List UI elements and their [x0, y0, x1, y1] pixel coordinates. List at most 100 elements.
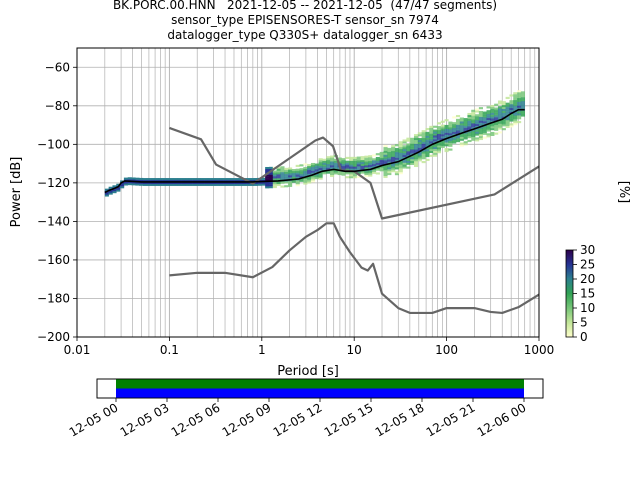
heatmap-cell [192, 181, 197, 185]
heatmap-cell [295, 174, 300, 177]
heatmap-cell [467, 139, 472, 143]
heatmap-cell [383, 146, 388, 150]
heatmap-cell [272, 176, 277, 179]
heatmap-cell [200, 183, 205, 186]
heatmap-cell [406, 145, 411, 148]
heatmap-cell [387, 149, 392, 152]
heatmap-cell [444, 132, 449, 135]
heatmap-cell [127, 177, 132, 180]
heatmap-cell [352, 168, 358, 171]
plot-frame [76, 47, 540, 338]
heatmap-cell [310, 176, 316, 179]
heatmap-cell [177, 181, 182, 185]
heatmap-cell [505, 123, 510, 126]
model-curve-lower [169, 222, 539, 315]
heatmap-cell [448, 123, 453, 126]
heatmap-cell [475, 116, 480, 119]
heatmap-cell [181, 179, 186, 183]
heatmap-cell [150, 179, 155, 183]
heatmap-cell [364, 157, 369, 160]
heatmap-cell [139, 181, 144, 184]
heatmap-cell [425, 141, 430, 144]
heatmap-cell [513, 94, 518, 97]
heatmap-cell [425, 131, 430, 134]
heatmap-cell [391, 160, 396, 163]
heatmap-cell [360, 156, 365, 159]
heatmap-cell [352, 172, 358, 175]
heatmap-cell [475, 114, 480, 117]
heatmap-cell [322, 160, 327, 163]
heatmap-cell [433, 152, 438, 155]
heatmap-cell [501, 128, 506, 131]
heatmap-cell [372, 158, 377, 161]
heatmap-cell [455, 122, 461, 125]
heatmap-cell [173, 181, 178, 185]
heatmap-cell [402, 141, 407, 144]
heatmap-cell [379, 167, 384, 170]
y-tick-label: −120 [37, 176, 70, 190]
heatmap-cell [268, 182, 274, 185]
heatmap-cell [509, 105, 514, 109]
heatmap-cell [509, 104, 514, 107]
heatmap-cell [314, 165, 319, 168]
heatmap-cell [410, 145, 415, 148]
heatmap-cell [433, 129, 438, 132]
heatmap-cell [257, 183, 262, 186]
heatmap-cell [280, 168, 285, 171]
heatmap-cell [425, 143, 430, 146]
heatmap-cell [417, 141, 422, 145]
heatmap-cell [284, 167, 289, 170]
heatmap-cell [162, 181, 167, 185]
heatmap-cell [429, 141, 434, 144]
heatmap-cell [200, 178, 205, 181]
heatmap-cell [284, 177, 289, 180]
heatmap-cell [337, 161, 342, 164]
heatmap-cell [173, 178, 178, 181]
heatmap-cell [509, 119, 514, 122]
heatmap-cell [413, 161, 419, 164]
heatmap-cell [398, 162, 403, 165]
heatmap-cell [509, 123, 514, 126]
heatmap-cell [379, 169, 384, 172]
heatmap-cell [421, 137, 426, 141]
heatmap-cell [318, 171, 323, 174]
heatmap-cell [429, 129, 434, 132]
y-axis-label: Power [dB] [9, 157, 24, 228]
heatmap-cell [352, 158, 358, 161]
heatmap-cell [375, 160, 380, 163]
heatmap-cell [383, 170, 388, 173]
heatmap-cell [299, 175, 304, 178]
heatmap-cell [436, 131, 442, 135]
heatmap-cell [314, 177, 319, 180]
heatmap-cell [459, 125, 464, 128]
heatmap-cell [268, 166, 274, 169]
heatmap-cell [413, 157, 419, 160]
heatmap-cell [467, 124, 472, 127]
heatmap-cell [520, 106, 525, 109]
heatmap-cell [211, 181, 216, 185]
heatmap-cell [520, 110, 525, 113]
heatmap-cell [436, 147, 442, 150]
heatmap-cell [463, 121, 468, 125]
heatmap-cell [383, 154, 388, 157]
heatmap-cell [352, 164, 358, 167]
heatmap-cell [181, 181, 186, 185]
heatmap-cell [391, 158, 396, 161]
heatmap-cell [303, 163, 308, 166]
heatmap-cell [123, 183, 129, 186]
heatmap-cell [261, 177, 266, 180]
heatmap-cell [463, 141, 468, 144]
heatmap-cell [478, 107, 483, 110]
heatmap-cell [478, 122, 483, 125]
heatmap-cell [200, 179, 205, 183]
heatmap-cell [448, 127, 453, 130]
heatmap-cell [517, 95, 522, 99]
model-curve-upper [169, 126, 539, 220]
heatmap-cell [219, 183, 224, 186]
x-tick-label: 100 [435, 343, 458, 357]
heatmap-cell [341, 162, 346, 165]
heatmap-cell [448, 144, 453, 147]
chart-title-line-1: BK.PORC.00.HNN 2021-12-05 -- 2021-12-05 … [112, 0, 498, 12]
heatmap-cell [192, 183, 197, 186]
heatmap-cell [368, 155, 373, 158]
